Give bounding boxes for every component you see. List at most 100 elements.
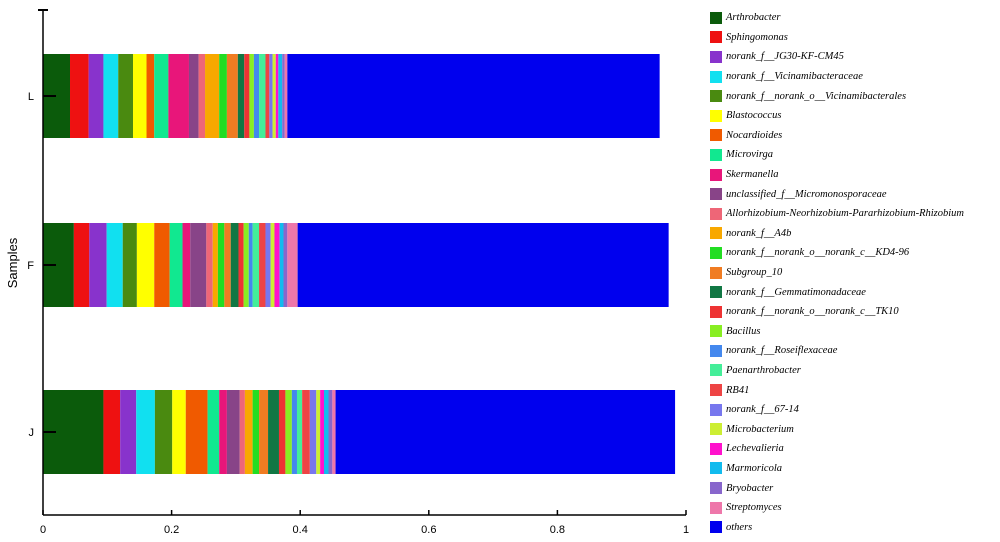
bar-segment-L-21 (272, 54, 276, 138)
bar-segment-F-15 (238, 223, 244, 307)
legend-swatch (710, 344, 722, 357)
legend-swatch (710, 168, 722, 181)
bar-segment-F-20 (265, 223, 271, 307)
legend-swatch (710, 364, 722, 377)
bar-segment-J-10 (239, 390, 245, 474)
bar-segment-J-1 (103, 390, 121, 474)
legend-swatch (710, 11, 722, 24)
bar-segment-J-14 (268, 390, 279, 474)
legend-swatch (710, 109, 722, 122)
legend-item: Blastococcus (710, 106, 998, 126)
legend-item: Subgroup_10 (710, 263, 998, 283)
x-tick-label: 1 (683, 524, 689, 536)
legend-swatch (710, 286, 722, 299)
bar-segment-F-23 (279, 223, 284, 307)
legend-label: norank_f__A4b (726, 227, 792, 239)
legend-swatch (710, 70, 722, 83)
bar-F (43, 223, 669, 307)
bar-segment-L-11 (205, 54, 220, 138)
y-tick-label: J (29, 427, 35, 439)
bar-segment-J-11 (244, 390, 253, 474)
bar-segment-J-7 (207, 390, 220, 474)
bar-segment-L-6 (146, 54, 155, 138)
legend-item: Microbacterium (710, 419, 998, 439)
legend-label: Lechevalieria (726, 443, 784, 455)
legend-label: Nocardioides (726, 129, 783, 141)
bar-segment-L-25 (284, 54, 288, 138)
legend-item: Allorhizobium-Neorhizobium-Pararhizobium… (710, 204, 998, 224)
legend-swatch (710, 305, 722, 318)
legend-label: Paenarthrobacter (726, 364, 801, 376)
bar-segment-L-12 (219, 54, 227, 138)
bar-segment-L-14 (237, 54, 245, 138)
bar-segment-J-25 (332, 390, 336, 474)
legend-swatch (710, 521, 722, 534)
legend-swatch (710, 246, 722, 259)
legend-label: Blastococcus (726, 110, 782, 122)
legend-item: norank_f__67-14 (710, 400, 998, 420)
legend-item: norank_f__norank_o__norank_c__KD4-96 (710, 243, 998, 263)
bar-segment-F-22 (274, 223, 280, 307)
legend-label: Marmoricola (726, 462, 782, 474)
bar-segment-J-12 (252, 390, 260, 474)
bar-segment-J-3 (136, 390, 155, 474)
bar-segment-J-26 (335, 390, 676, 474)
legend-swatch (710, 325, 722, 338)
legend-item: norank_f__Vicinamibacteraceae (710, 67, 998, 87)
legend-label: Bacillus (726, 325, 761, 337)
legend-label: norank_f__Gemmatimonadaceae (726, 286, 866, 298)
legend-label: norank_f__Roseiflexaceae (726, 345, 838, 357)
axes (38, 9, 686, 516)
legend-label: others (726, 521, 753, 533)
legend-item: norank_f__Roseiflexaceae (710, 341, 998, 361)
bar-J (43, 390, 676, 474)
bar-segment-J-15 (278, 390, 286, 474)
bar-segment-J-22 (320, 390, 324, 474)
bar-segment-J-4 (154, 390, 173, 474)
bar-segment-L-19 (265, 54, 270, 138)
legend-swatch (710, 462, 722, 475)
legend-swatch (710, 384, 722, 397)
bar-segment-J-8 (219, 390, 227, 474)
bar-segment-F-26 (297, 223, 669, 307)
bar-segment-J-24 (328, 390, 333, 474)
legend-label: Bryobacter (726, 482, 774, 494)
bar-segment-L-8 (168, 54, 189, 138)
legend-swatch (710, 188, 722, 201)
legend-label: norank_f__norank_o__norank_c__TK10 (726, 306, 899, 318)
x-tick-label: 0.4 (293, 524, 308, 536)
legend-item: Microvirga (710, 145, 998, 165)
bar-segment-L-20 (269, 54, 273, 138)
bar-segment-L-26 (287, 54, 660, 138)
legend-swatch (710, 227, 722, 240)
bar-segment-L-13 (226, 54, 238, 138)
bar-segment-J-9 (226, 390, 240, 474)
bar-segment-L-10 (198, 54, 206, 138)
legend-item: Marmoricola (710, 459, 998, 479)
bar-segment-L-22 (275, 54, 279, 138)
bar-segment-L-16 (249, 54, 254, 138)
y-tick-label: F (27, 260, 34, 272)
x-tick-label: 0.8 (550, 524, 565, 536)
bar-segment-L-1 (70, 54, 89, 138)
bar-segment-F-14 (230, 223, 239, 307)
legend-item: Streptomyces (710, 498, 998, 518)
legend-label: RB41 (726, 384, 750, 396)
legend-label: norank_f__67-14 (726, 404, 799, 416)
bar-segment-F-1 (73, 223, 90, 307)
bar-segment-F-7 (169, 223, 183, 307)
bar-segment-J-23 (323, 390, 329, 474)
legend-item: norank_f__norank_o__Vicinamibacterales (710, 86, 998, 106)
legend-item: Paenarthrobacter (710, 361, 998, 381)
legend-swatch (710, 129, 722, 142)
bar-segment-F-13 (224, 223, 231, 307)
bar-segment-J-5 (172, 390, 186, 474)
bar-segment-F-10 (206, 223, 213, 307)
legend-label: unclassified_f__Micromonosporaceae (726, 188, 887, 200)
legend-item: Bryobacter (710, 478, 998, 498)
legend-label: norank_f__norank_o__norank_c__KD4-96 (726, 247, 910, 259)
bar-segment-J-19 (302, 390, 310, 474)
legend-item: Skermanella (710, 165, 998, 185)
legend-label: Allorhizobium-Neorhizobium-Pararhizobium… (726, 208, 965, 220)
